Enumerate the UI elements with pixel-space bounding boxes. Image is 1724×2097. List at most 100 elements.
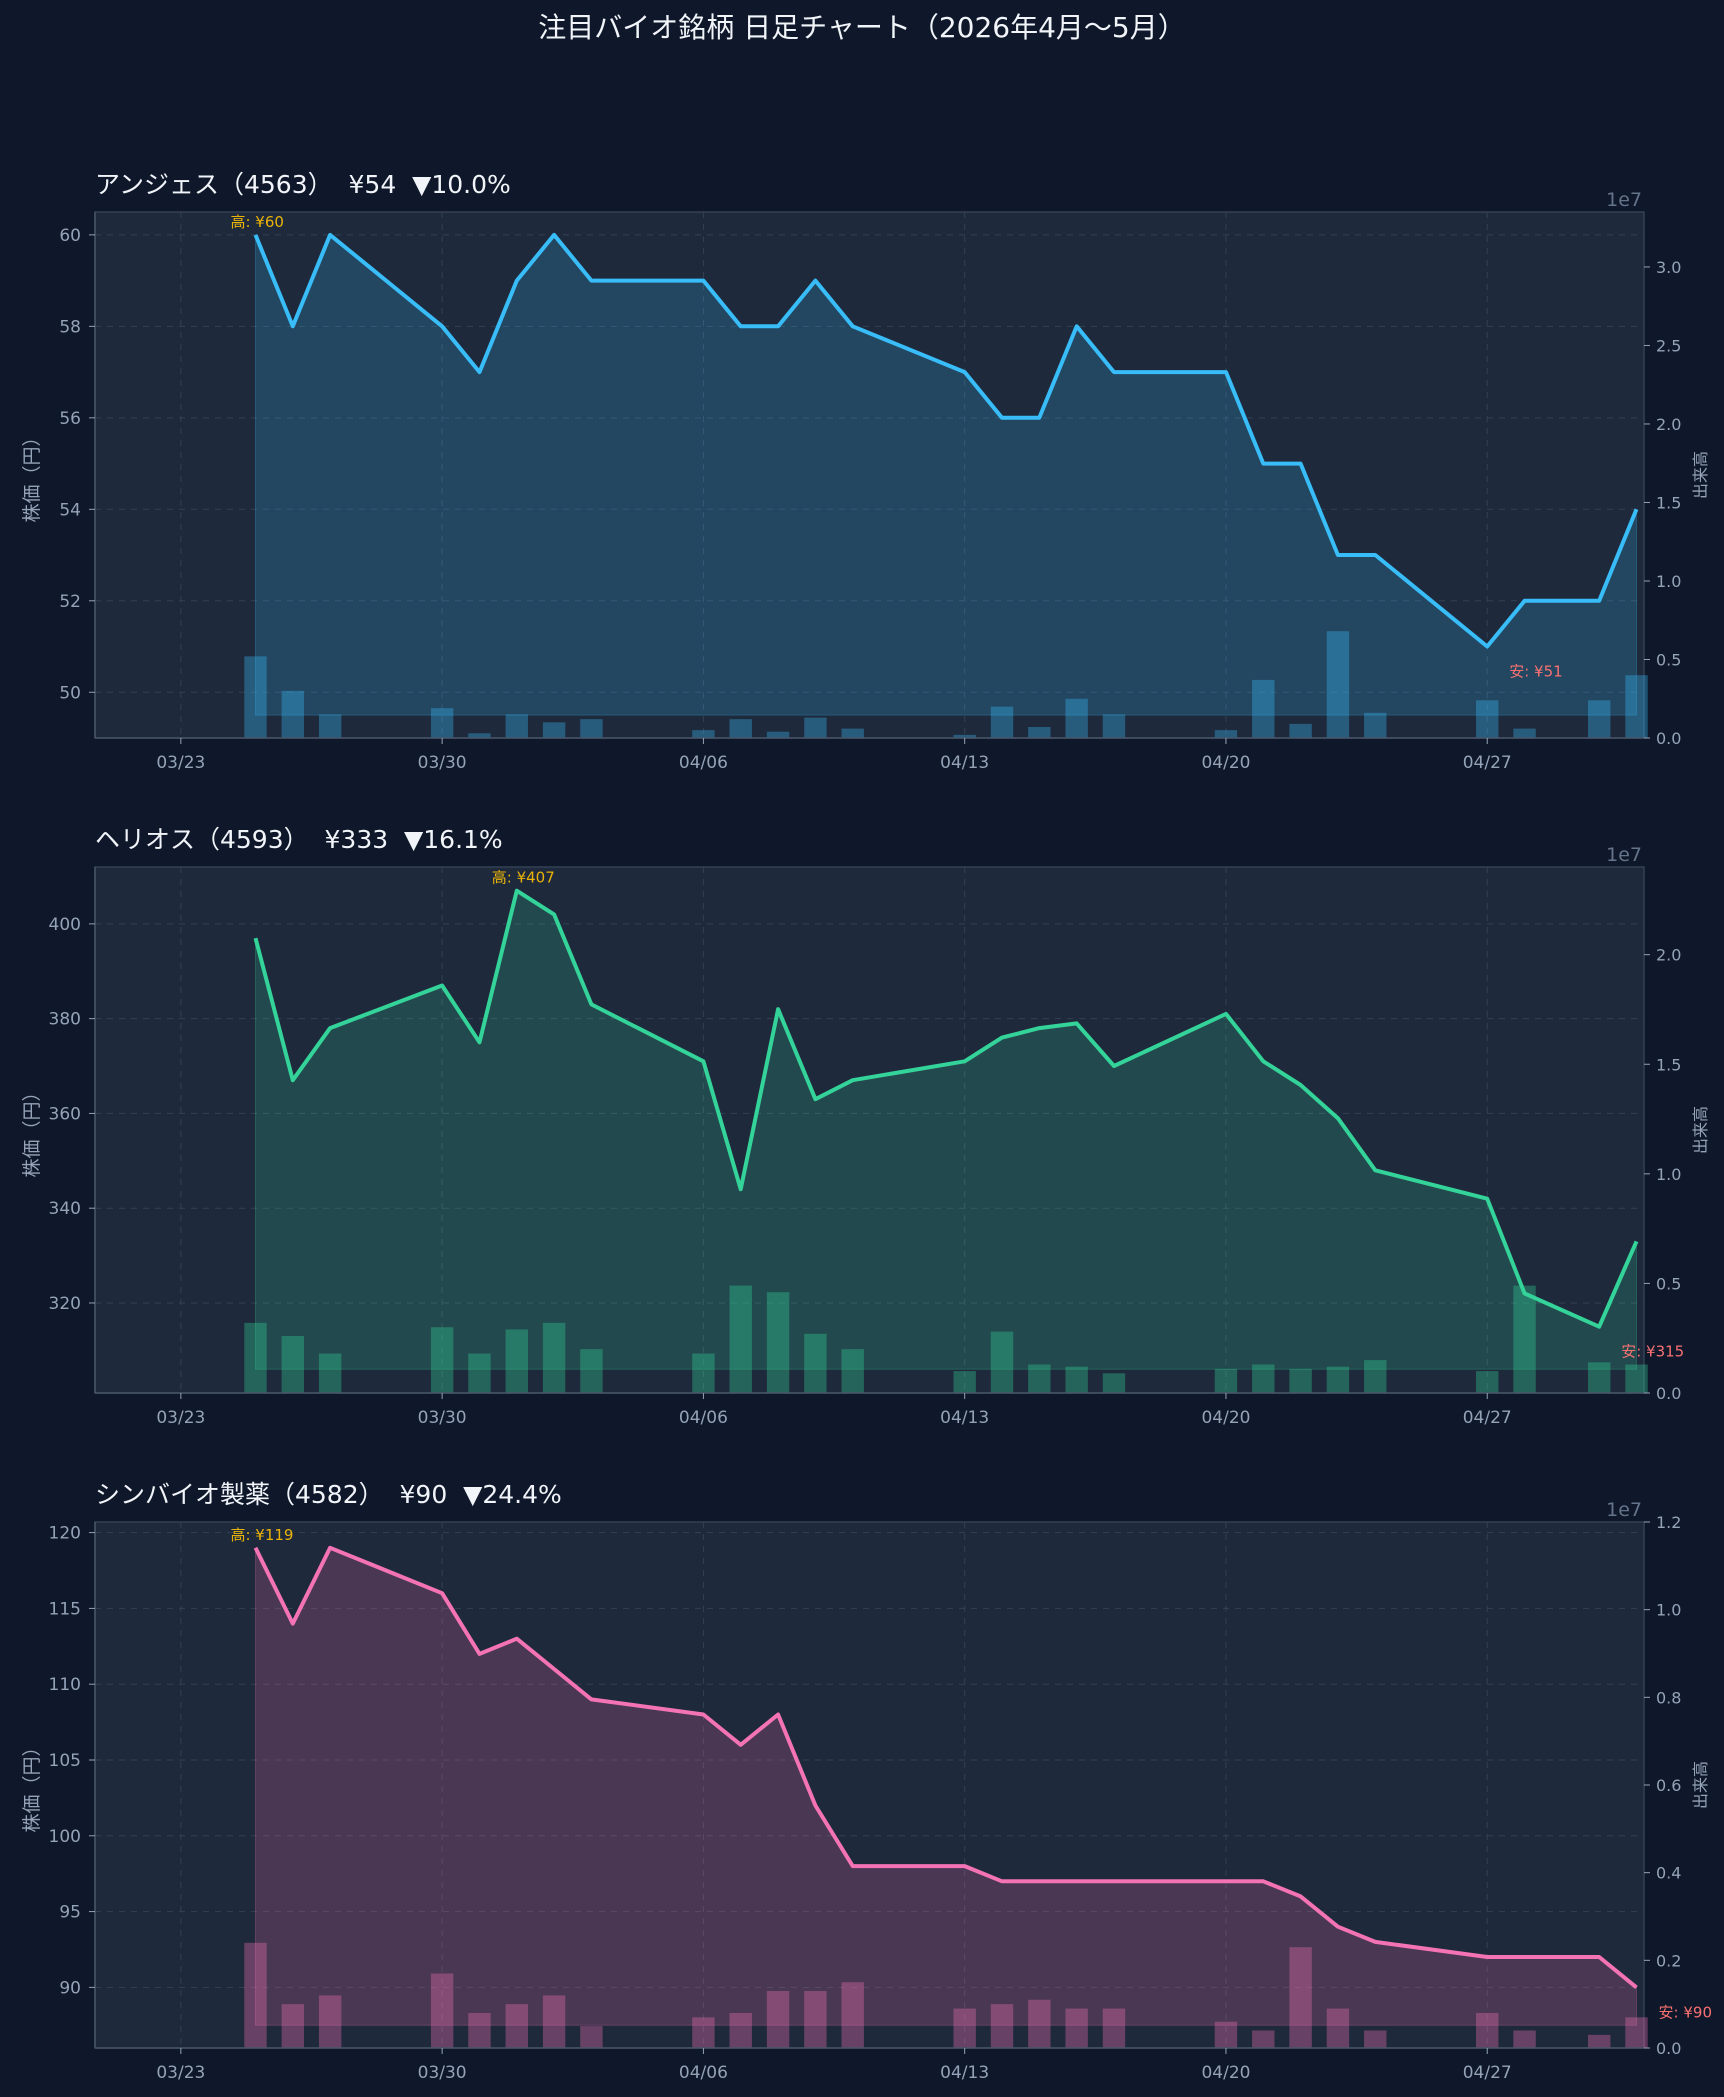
volume-bar [542,1995,566,2048]
volume-bar [953,1371,976,1393]
x-tick-label: 04/27 [1463,2063,1512,2083]
low-annotation: 安: ¥90 [1659,2003,1712,2021]
y-tick-label: 380 [49,1010,81,1030]
y2-tick-label: 0.2 [1656,1951,1681,1970]
volume-bar [841,728,864,738]
low-annotation: 安: ¥51 [1509,663,1562,681]
volume-bar [1588,2034,1611,2048]
volume-bar [244,1322,267,1393]
volume-bar [1214,730,1238,738]
y2-tick-label: 0.8 [1656,1688,1681,1707]
y2-exponent-label: 1e7 [1606,844,1642,866]
y-tick-label: 120 [49,1524,81,1544]
y2-tick-label: 2.5 [1656,336,1681,355]
volume-bar [1252,679,1275,738]
volume-bar [766,731,790,738]
x-tick-label: 04/13 [940,2063,989,2083]
volume-bar [1028,1999,1051,2048]
volume-bar [990,2004,1014,2048]
panel-title-anges: アンジェス（4563） ¥54 ▼10.0% [95,170,511,199]
volume-bar [1289,723,1312,738]
panel-0 [89,211,1650,744]
y2-tick-label: 1.0 [1656,1165,1681,1184]
y-tick-label: 320 [49,1294,81,1314]
y2-tick-label: 1.5 [1656,493,1681,512]
volume-bar [1476,700,1499,738]
volume-bar [505,1329,528,1393]
y2-axis-label: 出来高 [1691,1106,1710,1154]
volume-bar [542,1322,566,1393]
volume-bar [1625,675,1648,738]
volume-bar [281,1336,305,1393]
volume-bar [542,722,566,738]
volume-bar [1588,1362,1611,1393]
x-tick-label: 04/20 [1201,753,1250,773]
volume-bar [580,2026,603,2048]
volume-bar [804,1991,827,2048]
y-tick-label: 360 [49,1104,81,1124]
volume-bar [580,1349,603,1393]
volume-bar [1326,2008,1350,2048]
y2-tick-label: 2.0 [1656,946,1681,965]
volume-bar [841,1349,864,1393]
x-tick-label: 03/23 [156,1408,205,1428]
y-axis-label: 株価（円） [21,1737,43,1832]
high-annotation: 高: ¥60 [230,213,283,231]
volume-bar [468,2012,491,2048]
y-tick-label: 90 [59,1978,81,1998]
y-tick-label: 400 [49,915,81,935]
volume-bar [990,706,1014,738]
volume-bar [804,1333,827,1393]
x-tick-label: 04/20 [1201,2063,1250,2083]
volume-bar [729,2012,752,2048]
volume-bar [766,1991,790,2048]
x-tick-label: 03/30 [418,2063,467,2083]
volume-bar [953,2008,976,2048]
volume-bar [1065,698,1088,738]
volume-bar [729,1285,752,1393]
volume-bar [1102,2008,1126,2048]
volume-bar [1028,727,1051,738]
y-tick-label: 100 [49,1827,81,1847]
volume-bar [1625,2017,1648,2048]
x-tick-label: 04/27 [1463,1408,1512,1428]
volume-bar [580,719,603,738]
volume-bar [1588,700,1611,738]
volume-bar [1102,714,1126,738]
y2-axis-label: 出来高 [1691,1761,1710,1809]
plot-area [94,211,1645,739]
y-tick-label: 58 [59,317,81,337]
volume-bar [318,714,342,738]
volume-bar [1326,1366,1350,1393]
volume-bar [244,1942,267,2048]
volume-bar [1028,1364,1051,1393]
volume-bar [505,714,528,738]
volume-bar [953,734,976,738]
x-tick-label: 04/06 [679,753,728,773]
volume-bar [1364,1360,1387,1393]
low-annotation: 安: ¥315 [1621,1343,1684,1361]
volume-bar [468,733,491,738]
y2-exponent-label: 1e7 [1606,1499,1642,1521]
volume-bar [1252,1364,1275,1393]
y2-tick-label: 0.0 [1656,729,1681,748]
panel-1 [89,866,1650,1399]
panel-2 [89,1521,1650,2054]
volume-bar [692,1353,715,1393]
price-line [253,1545,1638,1989]
high-annotation: 高: ¥119 [230,1526,293,1544]
y2-tick-label: 1.0 [1656,1601,1681,1620]
volume-bar [281,2004,305,2048]
volume-bar [430,1973,454,2048]
x-tick-label: 03/23 [156,753,205,773]
y-tick-label: 115 [49,1599,81,1619]
y2-tick-label: 1.2 [1656,1513,1681,1532]
volume-bar [244,656,267,738]
x-tick-label: 04/13 [940,1408,989,1428]
x-tick-label: 04/20 [1201,1408,1250,1428]
volume-bar [1065,2008,1088,2048]
volume-bar [1625,1364,1648,1393]
plot-area [94,866,1645,1394]
panel-title-symbio: シンバイオ製薬（4582） ¥90 ▼24.4% [95,1480,562,1509]
